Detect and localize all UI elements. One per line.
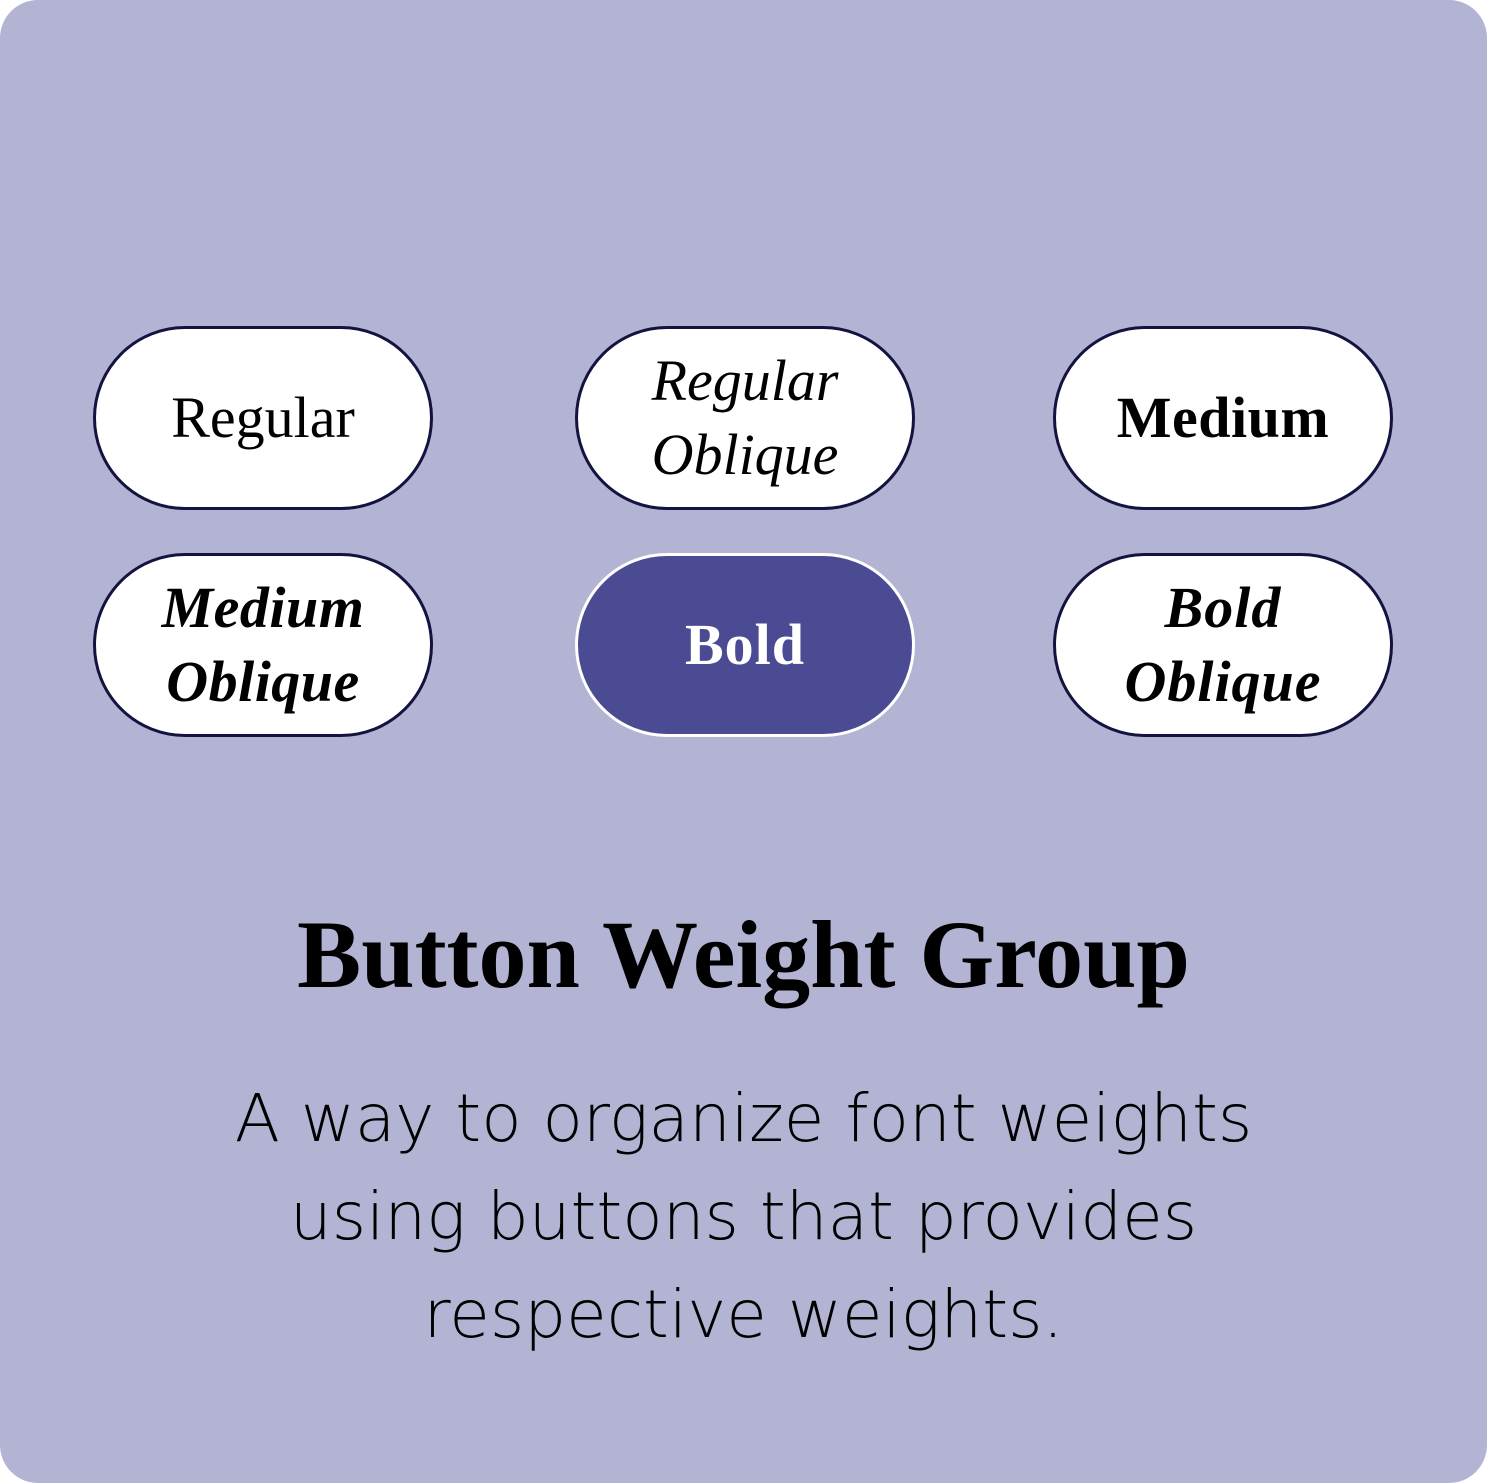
description: A way to organize font weights using but…	[0, 1070, 1487, 1364]
description-line: using buttons that provides	[289, 1178, 1198, 1255]
button-label-line: Oblique	[651, 422, 839, 487]
button-label-line: Medium	[161, 574, 365, 640]
button-label: Bold Oblique	[1124, 571, 1321, 719]
medium-oblique-button[interactable]: Medium Oblique	[93, 553, 433, 737]
bold-oblique-button[interactable]: Bold Oblique	[1053, 553, 1393, 737]
description-line: respective weights.	[423, 1276, 1064, 1353]
button-label: Regular Oblique	[652, 344, 839, 492]
regular-button[interactable]: Regular	[93, 326, 433, 510]
button-label: Bold	[684, 611, 806, 677]
button-label: Medium Oblique	[162, 571, 365, 719]
button-label: Regular	[171, 384, 355, 450]
description-line: A way to organize font weights	[234, 1080, 1253, 1157]
medium-button[interactable]: Medium	[1053, 326, 1393, 510]
button-label-line: Oblique	[1124, 649, 1322, 714]
bold-button[interactable]: Bold	[575, 553, 915, 737]
button-label-line: Bold	[1164, 574, 1282, 640]
button-label-line: Regular	[651, 347, 839, 413]
page-title: Button Weight Group	[297, 901, 1190, 1008]
button-label: Medium	[1116, 384, 1330, 450]
regular-oblique-button[interactable]: Regular Oblique	[575, 326, 915, 510]
button-label-line: Oblique	[166, 649, 360, 714]
